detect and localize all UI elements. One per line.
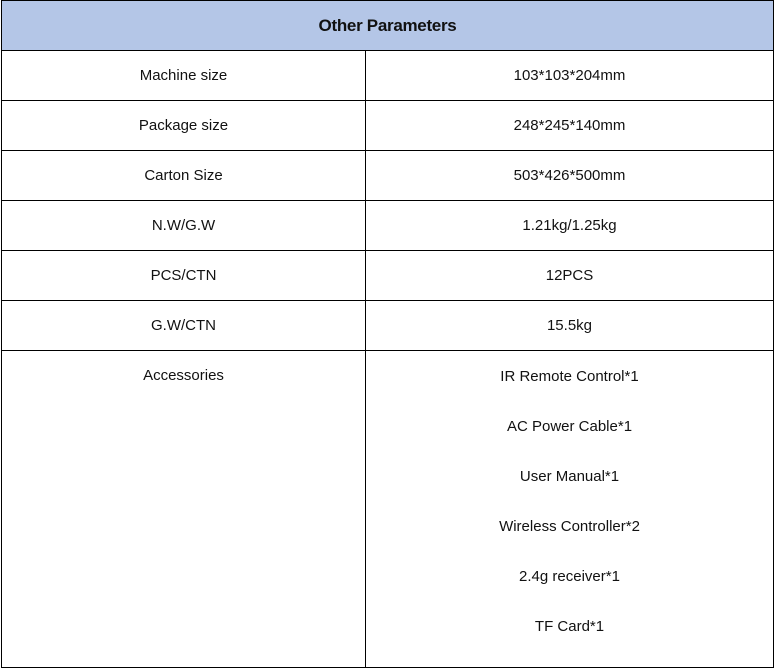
row-label: Accessories [1,350,366,668]
table-row: Package size 248*245*140mm [1,100,774,151]
table-row: Machine size 103*103*204mm [1,50,774,101]
row-label: Carton Size [1,150,366,201]
row-value: 248*245*140mm [365,100,774,151]
row-label: G.W/CTN [1,300,366,351]
accessories-list: IR Remote Control*1 AC Power Cable*1 Use… [365,350,774,668]
row-value: 12PCS [365,250,774,301]
accessories-row: Accessories IR Remote Control*1 AC Power… [1,350,774,668]
accessory-item: User Manual*1 [519,468,620,485]
table-row: N.W/G.W 1.21kg/1.25kg [1,200,774,251]
row-label: Package size [1,100,366,151]
row-label: Machine size [1,50,366,101]
row-value: 503*426*500mm [365,150,774,201]
accessory-item: Wireless Controller*2 [499,518,640,535]
row-value: 1.21kg/1.25kg [365,200,774,251]
table-row: G.W/CTN 15.5kg [1,300,774,351]
table-row: Carton Size 503*426*500mm [1,150,774,201]
table-header-row: Other Parameters [1,0,774,51]
accessory-item: AC Power Cable*1 [506,418,633,435]
accessory-item: IR Remote Control*1 [500,368,639,385]
row-value: 15.5kg [365,300,774,351]
table-row: PCS/CTN 12PCS [1,250,774,301]
accessory-item: 2.4g receiver*1 [519,568,620,585]
row-label: N.W/G.W [1,200,366,251]
row-value: 103*103*204mm [365,50,774,101]
accessory-item: TF Card*1 [534,618,605,635]
row-label: PCS/CTN [1,250,366,301]
table-title: Other Parameters [1,0,774,51]
